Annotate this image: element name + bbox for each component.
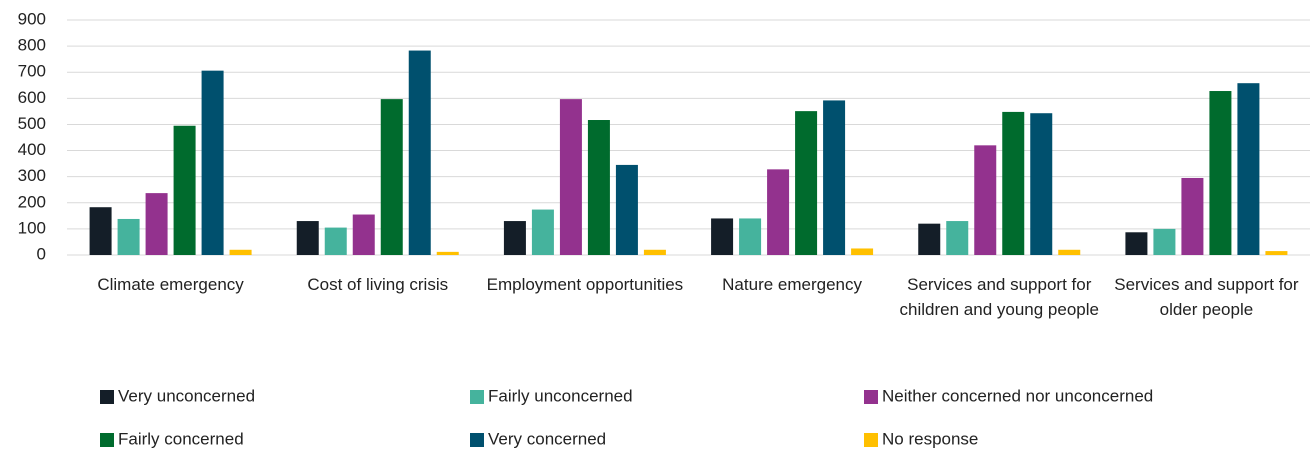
- bar: [1153, 228, 1176, 255]
- bar: [587, 120, 610, 255]
- bar: [324, 227, 347, 255]
- y-tick-label: 500: [18, 114, 46, 133]
- legend-label: Fairly concerned: [118, 429, 244, 448]
- bar: [201, 70, 224, 256]
- y-tick-label: 200: [18, 192, 46, 211]
- legend-label: Fairly unconcerned: [488, 386, 633, 405]
- bar: [380, 99, 403, 255]
- legend-swatch: [100, 433, 114, 447]
- bar: [1125, 232, 1148, 255]
- legend-swatch: [470, 390, 484, 404]
- bar: [767, 169, 790, 255]
- y-tick-label: 800: [18, 36, 46, 55]
- bar: [643, 249, 666, 255]
- x-tick-label: Services and support for older people: [1114, 275, 1299, 319]
- bar: [1181, 177, 1204, 255]
- legend-label: Neither concerned nor unconcerned: [882, 386, 1153, 405]
- bar: [918, 223, 941, 255]
- y-tick-label: 600: [18, 88, 46, 107]
- bar: [559, 99, 582, 255]
- bar: [89, 207, 112, 255]
- bar: [795, 111, 818, 255]
- y-tick-label: 300: [18, 166, 46, 185]
- legend-label: Very unconcerned: [118, 386, 255, 405]
- bar: [1030, 113, 1053, 255]
- y-tick-label: 400: [18, 140, 46, 159]
- bar: [711, 218, 734, 255]
- bar: [851, 248, 874, 255]
- legend-label: No response: [882, 429, 978, 448]
- legend-swatch: [100, 390, 114, 404]
- x-tick-label: Services and support for children and yo…: [899, 275, 1099, 319]
- legend-swatch: [864, 433, 878, 447]
- y-tick-label: 700: [18, 62, 46, 81]
- legend-swatch: [864, 390, 878, 404]
- bar: [229, 249, 252, 255]
- bar: [739, 218, 762, 255]
- x-tick-label: Cost of living crisis: [307, 275, 449, 294]
- legend-swatch: [470, 433, 484, 447]
- legend-label: Very concerned: [488, 429, 606, 448]
- bar: [946, 221, 969, 255]
- bar: [145, 193, 168, 255]
- y-tick-label: 100: [18, 218, 46, 237]
- bar: [296, 221, 319, 255]
- bar: [1209, 91, 1232, 256]
- y-tick-label: 900: [18, 9, 46, 28]
- y-tick-label: 0: [37, 244, 46, 263]
- bar: [823, 100, 846, 255]
- bar: [408, 50, 431, 255]
- x-tick-label: Climate emergency: [97, 275, 244, 294]
- bar: [1058, 249, 1081, 255]
- bar: [436, 251, 459, 255]
- bar: [1002, 111, 1025, 256]
- bar: [531, 209, 554, 255]
- bar: [352, 214, 375, 255]
- bar: [503, 221, 526, 255]
- bar: [1237, 83, 1260, 255]
- x-tick-label: Employment opportunities: [486, 275, 684, 294]
- bar: [173, 125, 196, 255]
- bar: [117, 218, 140, 255]
- x-tick-label: Nature emergency: [722, 275, 862, 294]
- bar: [615, 164, 638, 255]
- bar: [974, 145, 997, 255]
- bar: [1265, 251, 1288, 255]
